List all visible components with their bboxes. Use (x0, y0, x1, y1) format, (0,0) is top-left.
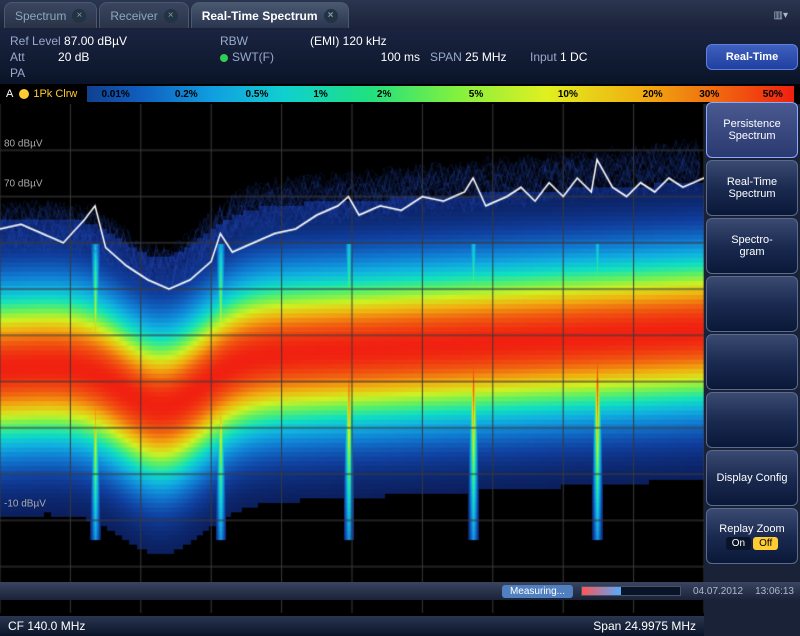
rbw-value: (EMI) 120 kHz (310, 34, 430, 48)
close-icon[interactable]: × (72, 9, 86, 23)
softkey-persistence-spectrum[interactable]: Persistence Spectrum (706, 102, 798, 158)
close-icon[interactable]: × (324, 9, 338, 23)
att-value: 20 dB (58, 50, 89, 64)
trace-id: A (6, 88, 13, 100)
close-icon[interactable]: × (164, 9, 178, 23)
softkey-empty (706, 392, 798, 448)
trace-marker-icon (19, 89, 29, 99)
ref-level-label: Ref Level (10, 34, 61, 48)
trace-mode: 1Pk Clrw (33, 88, 77, 100)
softkey-replay-zoom[interactable]: Replay ZoomOnOff (706, 508, 798, 564)
span-footer-label: Span 24.9975 MHz (593, 619, 696, 633)
persistence-gradient-legend: 0.01% 0.2% 0.5% 1% 2% 5% 10% 20% 30% 50% (87, 86, 794, 102)
att-label: Att (10, 50, 25, 64)
trace-legend-row: A 1Pk Clrw 0.01% 0.2% 0.5% 1% 2% 5% 10% 20% 30% 5… (0, 84, 800, 104)
gradient-tick: 0.5% (246, 89, 269, 100)
tab-label: Spectrum (15, 9, 66, 23)
progress-bar (581, 586, 681, 596)
mode-label: Real-Time (726, 51, 778, 63)
toggle[interactable]: OnOff (726, 537, 779, 550)
tab-receiver[interactable]: Receiver × (99, 2, 188, 28)
status-led-icon (220, 54, 228, 62)
span-label: SPAN (430, 50, 462, 64)
gradient-tick: 2% (377, 89, 391, 100)
span-value: 25 MHz (465, 50, 506, 64)
gradient-tick: 50% (763, 89, 783, 100)
softkey-spectro-gram[interactable]: Spectro-gram (706, 218, 798, 274)
gradient-tick: 0.2% (175, 89, 198, 100)
progress-fill (582, 587, 621, 595)
pa-label: PA (10, 66, 130, 80)
softkey-display-config[interactable]: Display Config (706, 450, 798, 506)
tab-realtime-spectrum[interactable]: Real-Time Spectrum × (191, 2, 349, 28)
rbw-label: RBW (220, 34, 310, 48)
gradient-tick: 1% (313, 89, 327, 100)
tab-label: Receiver (110, 9, 157, 23)
chart-footer: CF 140.0 MHz Span 24.9975 MHz (0, 616, 704, 636)
center-freq-label: CF 140.0 MHz (8, 619, 85, 633)
softkey-panel: Real-Time Persistence SpectrumReal-Time … (704, 104, 800, 636)
spectrum-chart: 80 dBµV70 dBµV-10 dBµV CF 140.0 MHz Span… (0, 104, 704, 636)
gradient-tick: 20% (643, 89, 663, 100)
softkey-empty (706, 334, 798, 390)
tab-menu-icon[interactable]: ▥▾ (766, 8, 796, 23)
status-date: 04.07.2012 (693, 586, 743, 597)
gradient-tick: 10% (558, 89, 578, 100)
input-label: Input (530, 50, 557, 64)
status-time: 13:06:13 (755, 586, 794, 597)
gradient-tick: 5% (469, 89, 483, 100)
measuring-status: Measuring... (502, 585, 573, 598)
settings-bar: Ref Level 87.00 dBµV RBW (EMI) 120 kHz A… (0, 30, 800, 84)
swt-label: SWT(F) (232, 50, 274, 64)
ref-level-value: 87.00 dBµV (64, 34, 127, 48)
tab-spectrum[interactable]: Spectrum × (4, 2, 97, 28)
tab-label: Real-Time Spectrum (202, 9, 318, 23)
tab-bar: Spectrum× Receiver× Real-Time Spectrum× … (0, 0, 800, 30)
gradient-tick: 0.01% (101, 89, 129, 100)
gradient-tick: 30% (699, 89, 719, 100)
status-bar: Measuring... 04.07.2012 13:06:13 (0, 582, 800, 600)
softkey-empty (706, 276, 798, 332)
swt-value: 100 ms (310, 50, 430, 64)
input-value: 1 DC (560, 50, 587, 64)
softkey-real-time-spectrum[interactable]: Real-Time Spectrum (706, 160, 798, 216)
mode-header-button[interactable]: Real-Time (706, 44, 798, 70)
